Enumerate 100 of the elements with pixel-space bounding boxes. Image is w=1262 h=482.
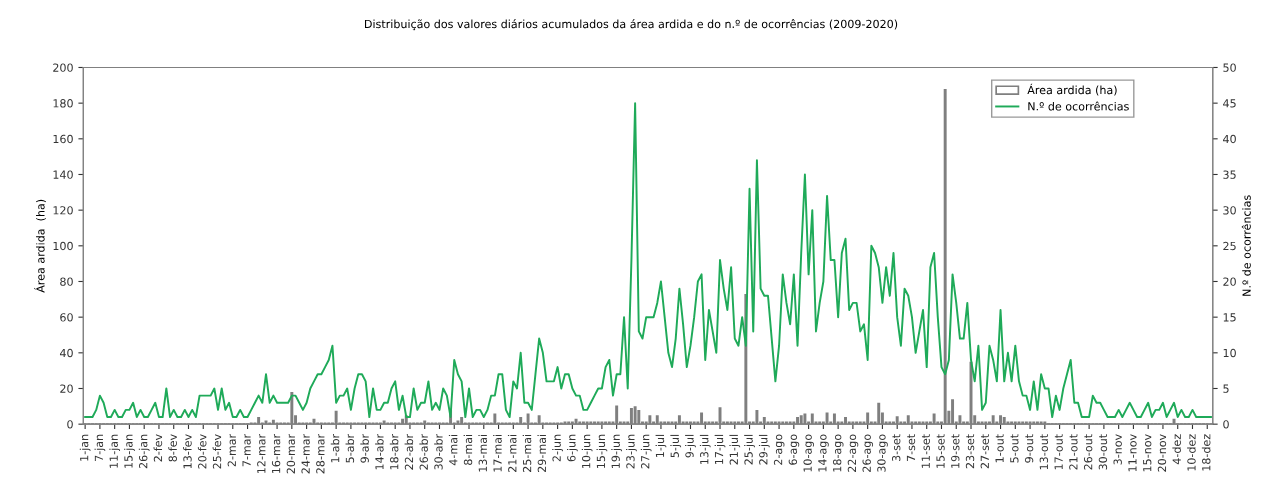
x-tick-label: 8-fev: [168, 434, 177, 462]
x-tick-label: 8-mai: [463, 434, 473, 465]
x-tick-label: 28-mar: [316, 433, 325, 474]
x-tick-label: 1-out: [995, 434, 1004, 463]
x-tick-label: 1-jan: [79, 434, 91, 461]
x-tick-label: 11-nov: [1128, 434, 1137, 472]
y2-tick-label: 40: [1223, 134, 1236, 144]
x-tick-label: 27-jun: [640, 434, 652, 469]
y-tick-label: 140: [53, 170, 73, 179]
y2-tick-label: 10: [1223, 348, 1236, 358]
x-tick-label: 15-set: [936, 434, 945, 468]
legend-label: Área ardida (ha): [1027, 83, 1117, 96]
y-tick-label: 200: [53, 63, 73, 72]
y-tick-label: 160: [53, 134, 73, 144]
x-tick-label: 26-ago: [862, 434, 874, 472]
x-tick-label: 25-fev: [212, 434, 222, 469]
x-tick-label: 20-fev: [197, 434, 207, 469]
x-tick-label: 7-set: [906, 434, 916, 462]
y-tick-label: 20: [60, 384, 73, 393]
x-tick-label: 13-out: [1039, 434, 1049, 470]
legend-label: N.º de ocorrências: [1028, 101, 1129, 111]
x-tick-label: 30-abr: [434, 433, 443, 470]
x-tick-label: 10-jun: [581, 434, 593, 468]
y2-tick-label: 45: [1223, 99, 1236, 108]
y-axis-title: Área ardida (ha): [34, 199, 46, 293]
y2-tick-label: 30: [1223, 206, 1236, 215]
y-tick-label: 60: [60, 313, 73, 322]
x-tick-label: 26-abr: [419, 433, 428, 470]
x-tick-label: 25-jul: [744, 434, 755, 465]
x-tick-label: 7-mar: [242, 433, 251, 467]
x-tick-label: 22-ago: [847, 434, 859, 472]
x-tick-label: 10-ago: [803, 434, 814, 472]
x-tick-label: 6-ago: [788, 434, 800, 465]
x-tick-label: 16-mar: [271, 433, 281, 474]
x-tick-label: 20-nov: [1157, 434, 1167, 472]
x-tick-label: 3-set: [892, 434, 901, 462]
chart-title: Distribuição dos valores diários acumulados da área ardida e do n.º de ocorrências (2009-2020): [365, 19, 898, 31]
x-tick-label: 21-mai: [507, 434, 517, 472]
y2-tick-label: 35: [1223, 170, 1236, 179]
x-tick-label: 21-jul: [729, 434, 741, 465]
x-tick-label: 5-abr: [345, 433, 355, 463]
x-tick-label: 18-dez: [1201, 434, 1211, 471]
y2-tick-label: 25: [1223, 241, 1236, 251]
x-tick-label: 19-jun: [611, 434, 623, 468]
x-tick-label: 11-set: [921, 434, 930, 468]
x-tick-label: 15-jan: [124, 434, 135, 468]
x-tick-label: 4-dez: [1172, 434, 1181, 465]
x-tick-label: 10-dez: [1187, 434, 1196, 471]
x-tick-label: 1-jul: [655, 434, 667, 457]
x-tick-label: 3-nov: [1113, 434, 1122, 465]
y2-tick-label: 50: [1223, 63, 1236, 72]
x-tick-label: 14-abr: [375, 433, 384, 470]
line-series: [84, 102, 1212, 418]
y-tick-label: 120: [53, 206, 73, 215]
x-tick-label: 14-ago: [818, 434, 829, 472]
x-tick-label: 15-jun: [596, 434, 608, 468]
x-tick-label: 15-nov: [1143, 434, 1152, 472]
x-tick-label: 19-set: [951, 434, 960, 468]
x-tick-label: 23-jun: [626, 434, 637, 469]
y-tick-label: 0: [67, 420, 73, 429]
x-tick-label: 2-mar: [227, 433, 237, 467]
x-tick-label: 17-jul: [714, 434, 726, 465]
x-tick-label: 7-jan: [94, 434, 106, 461]
y2-tick-label: 0: [1223, 420, 1229, 429]
x-tick-label: 9-jul: [685, 434, 696, 458]
x-tick-label: 25-mai: [522, 434, 532, 472]
x-tick-label: 13-fev: [183, 434, 192, 469]
x-tick-label: 5-jul: [670, 434, 682, 458]
y-tick-label: 80: [60, 277, 73, 286]
x-tick-label: 29-jul: [758, 434, 770, 465]
x-tick-label: 4-mai: [448, 434, 458, 466]
x-tick-label: 29-mai: [537, 434, 547, 472]
x-tick-label: 9-abr: [360, 433, 369, 463]
x-tick-label: 26-out: [1083, 434, 1093, 470]
x-tick-label: 13-jul: [699, 434, 711, 465]
x-tick-label: 30-ago: [877, 434, 888, 472]
x-tick-label: 6-jun: [566, 434, 578, 462]
x-tick-label: 1-abr: [330, 433, 340, 463]
x-tick-label: 2-fev: [153, 434, 163, 462]
y-tick-label: 40: [59, 348, 73, 358]
x-tick-label: 24-mar: [301, 433, 310, 474]
x-tick-label: 2-ago: [773, 434, 785, 465]
x-tick-label: 18-abr: [389, 433, 399, 470]
y2-tick-label: 5: [1223, 384, 1229, 393]
x-tick-label: 20-mar: [286, 433, 296, 474]
x-tick-label: 21-out: [1069, 434, 1078, 470]
x-tick-label: 18-ago: [832, 434, 844, 472]
x-tick-label: 30-out: [1098, 434, 1108, 470]
y2-tick-label: 20: [1223, 277, 1236, 286]
y-tick-label: 100: [53, 241, 73, 251]
y-tick-label: 180: [53, 99, 73, 108]
x-tick-label: 22-abr: [404, 433, 414, 470]
x-tick-label: 5-out: [1010, 434, 1019, 463]
x-tick-label: 12-mar: [257, 433, 266, 474]
x-tick-label: 9-out: [1024, 434, 1034, 463]
x-tick-label: 13-mai: [478, 434, 488, 472]
y2-tick-label: 15: [1223, 313, 1236, 322]
x-tick-label: 11-jan: [109, 434, 121, 468]
y2-axis-title: N.º de ocorrências: [1241, 195, 1251, 296]
x-tick-label: 2-jun: [552, 434, 563, 462]
